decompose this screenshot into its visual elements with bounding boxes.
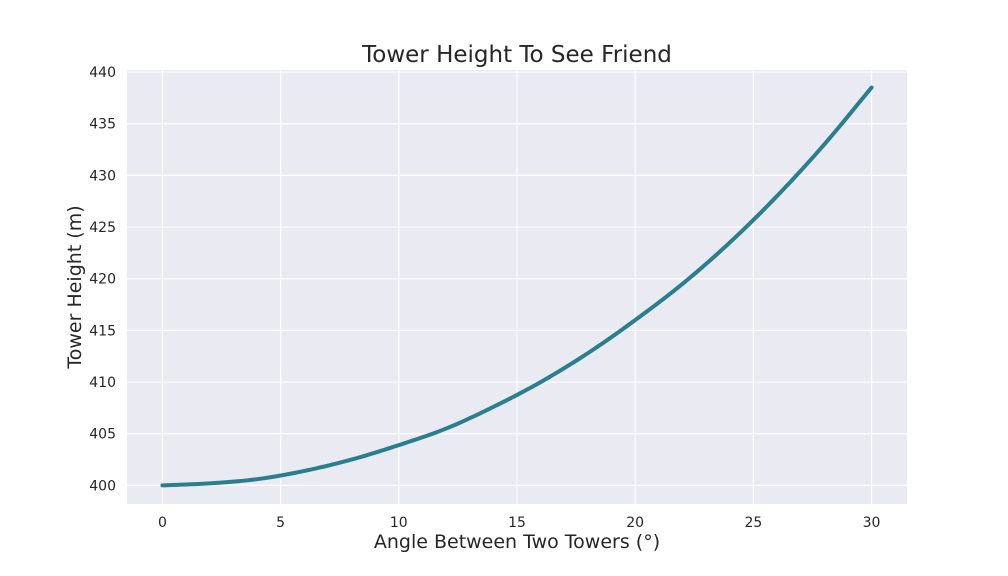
y-tick-label: 430 (89, 168, 116, 184)
y-tick-label: 435 (89, 117, 116, 133)
y-tick-label: 405 (89, 427, 116, 443)
x-tick-label: 25 (744, 515, 762, 531)
x-tick-label: 30 (863, 515, 881, 531)
y-axis-label: Tower Height (m) (64, 205, 86, 369)
x-axis-label: Angle Between Two Towers (°) (374, 531, 660, 553)
x-tick-label: 5 (276, 515, 285, 531)
x-tick-label: 10 (390, 515, 408, 531)
y-tick-label: 400 (89, 478, 116, 494)
series-group (160, 85, 874, 488)
y-tick-labels: 400 405 410 415 420 425 430 435 440 (89, 65, 116, 494)
grid-lines (127, 70, 907, 504)
x-tick-label: 0 (158, 515, 167, 531)
chart-title: Tower Height To See Friend (361, 42, 672, 68)
x-tick-labels: 0 5 10 15 20 25 30 (158, 515, 880, 531)
y-tick-label: 415 (89, 323, 116, 339)
y-tick-label: 410 (89, 375, 116, 391)
y-tick-label: 440 (89, 65, 116, 81)
series-line (160, 85, 874, 488)
x-tick-label: 15 (508, 515, 526, 531)
y-tick-label: 425 (89, 220, 116, 236)
x-tick-label: 20 (626, 515, 644, 531)
y-tick-label: 420 (89, 272, 116, 288)
